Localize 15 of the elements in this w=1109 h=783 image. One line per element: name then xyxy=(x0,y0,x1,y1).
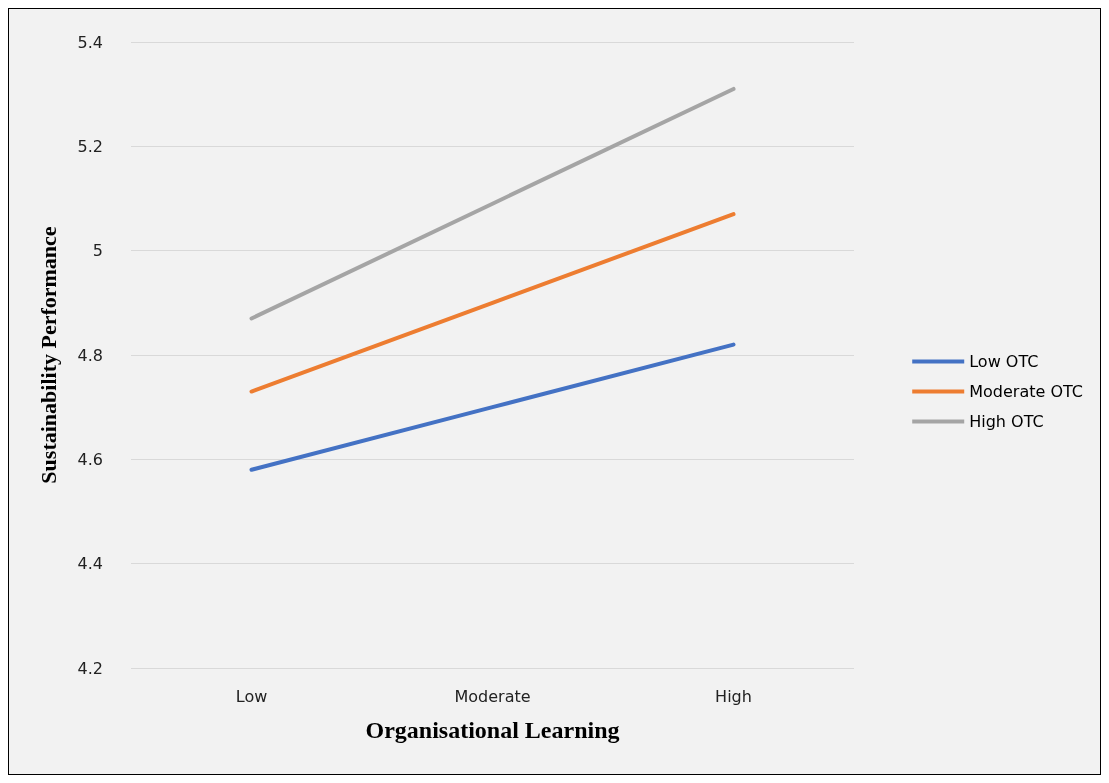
y-tick-label: 5.2 xyxy=(77,136,103,156)
y-tick-label: 5.4 xyxy=(77,32,103,52)
x-tick-label: Moderate xyxy=(454,686,531,706)
y-tick-label: 4.2 xyxy=(77,658,103,678)
legend-label: Low OTC xyxy=(969,352,1039,371)
y-tick-label: 4.8 xyxy=(77,345,103,365)
x-axis-title: Organisational Learning xyxy=(365,717,620,743)
y-tick-label: 5 xyxy=(92,241,103,261)
x-tick-label: Low xyxy=(235,686,268,706)
legend-label: High OTC xyxy=(969,412,1044,431)
legend-label: Moderate OTC xyxy=(969,382,1083,401)
y-axis-title: Sustainability Performance xyxy=(35,226,61,484)
y-tick-label: 4.4 xyxy=(77,554,103,574)
y-tick-label: 4.6 xyxy=(77,449,103,469)
x-tick-label: High xyxy=(715,686,752,706)
